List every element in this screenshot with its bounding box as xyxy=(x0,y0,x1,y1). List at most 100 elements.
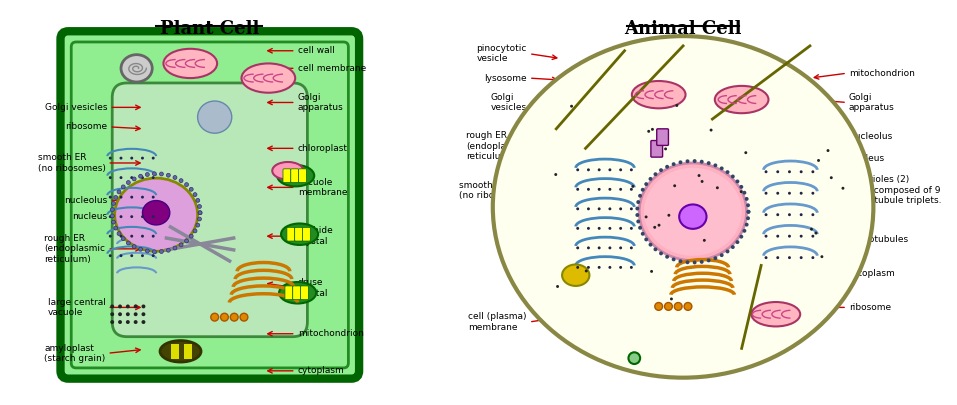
Text: lysosome: lysosome xyxy=(484,74,527,83)
Ellipse shape xyxy=(142,320,145,324)
Ellipse shape xyxy=(632,81,685,108)
FancyBboxPatch shape xyxy=(285,286,293,300)
Ellipse shape xyxy=(576,266,579,269)
Text: cell wall: cell wall xyxy=(298,46,335,55)
Ellipse shape xyxy=(630,266,633,269)
Ellipse shape xyxy=(173,175,177,179)
Ellipse shape xyxy=(776,192,779,195)
Ellipse shape xyxy=(700,160,703,164)
Ellipse shape xyxy=(152,215,155,218)
Ellipse shape xyxy=(179,179,183,183)
Ellipse shape xyxy=(167,248,170,252)
Ellipse shape xyxy=(598,227,601,230)
Text: mitochondrion: mitochondrion xyxy=(849,69,915,78)
Ellipse shape xyxy=(152,172,156,176)
Text: nucleus: nucleus xyxy=(849,153,884,162)
Ellipse shape xyxy=(114,196,118,199)
Ellipse shape xyxy=(800,170,803,173)
Ellipse shape xyxy=(576,188,579,191)
Ellipse shape xyxy=(746,203,750,207)
Text: rough ER
(endoplasmic
reticulum): rough ER (endoplasmic reticulum) xyxy=(466,132,527,161)
Ellipse shape xyxy=(702,239,706,242)
Ellipse shape xyxy=(120,157,122,160)
Ellipse shape xyxy=(112,220,116,224)
Ellipse shape xyxy=(619,246,622,249)
Ellipse shape xyxy=(121,55,152,82)
Ellipse shape xyxy=(587,246,590,249)
Ellipse shape xyxy=(720,253,723,257)
Ellipse shape xyxy=(644,168,742,256)
Text: microtubules: microtubules xyxy=(849,234,908,243)
FancyBboxPatch shape xyxy=(657,129,668,145)
Ellipse shape xyxy=(685,260,689,264)
Text: nucleus: nucleus xyxy=(72,212,107,221)
Ellipse shape xyxy=(110,208,114,211)
Ellipse shape xyxy=(827,149,830,152)
Ellipse shape xyxy=(160,341,201,362)
Text: smooth ER
(no ribosomes): smooth ER (no ribosomes) xyxy=(37,153,105,173)
Text: Animal Cell: Animal Cell xyxy=(624,19,742,38)
Ellipse shape xyxy=(684,303,692,310)
Ellipse shape xyxy=(841,187,844,190)
Ellipse shape xyxy=(152,235,155,238)
Text: cell (plasma)
membrane: cell (plasma) membrane xyxy=(469,312,527,332)
Ellipse shape xyxy=(800,213,803,216)
Ellipse shape xyxy=(110,320,114,324)
Text: ribosome: ribosome xyxy=(849,303,891,312)
Ellipse shape xyxy=(189,234,193,238)
Ellipse shape xyxy=(554,173,557,176)
Ellipse shape xyxy=(272,162,303,179)
FancyBboxPatch shape xyxy=(299,169,306,183)
Ellipse shape xyxy=(644,182,648,186)
Ellipse shape xyxy=(619,168,622,171)
Ellipse shape xyxy=(130,157,133,160)
Ellipse shape xyxy=(109,196,112,198)
Text: Golgi
apparatus: Golgi apparatus xyxy=(849,93,895,112)
Ellipse shape xyxy=(776,170,779,173)
Ellipse shape xyxy=(676,104,679,107)
Ellipse shape xyxy=(635,213,639,217)
Ellipse shape xyxy=(240,313,248,321)
Ellipse shape xyxy=(659,168,663,172)
Ellipse shape xyxy=(745,151,747,154)
Ellipse shape xyxy=(820,255,823,258)
Ellipse shape xyxy=(152,254,155,257)
Ellipse shape xyxy=(736,240,740,244)
FancyBboxPatch shape xyxy=(112,83,307,337)
Ellipse shape xyxy=(152,250,156,254)
Ellipse shape xyxy=(152,176,155,179)
Ellipse shape xyxy=(630,207,633,210)
FancyBboxPatch shape xyxy=(295,227,302,241)
Ellipse shape xyxy=(109,157,112,160)
Ellipse shape xyxy=(638,194,642,198)
Ellipse shape xyxy=(672,258,676,261)
Text: pinocytotic
vesicle: pinocytotic vesicle xyxy=(477,44,527,64)
Ellipse shape xyxy=(134,312,138,316)
Ellipse shape xyxy=(776,213,779,216)
Ellipse shape xyxy=(710,129,713,132)
Ellipse shape xyxy=(632,185,634,188)
Ellipse shape xyxy=(667,214,670,217)
Ellipse shape xyxy=(134,320,138,324)
Ellipse shape xyxy=(788,235,790,238)
Ellipse shape xyxy=(115,178,197,251)
Ellipse shape xyxy=(645,215,648,218)
Ellipse shape xyxy=(132,177,136,181)
Ellipse shape xyxy=(152,157,155,160)
Ellipse shape xyxy=(675,303,682,310)
Ellipse shape xyxy=(706,258,711,262)
Ellipse shape xyxy=(132,245,136,249)
Ellipse shape xyxy=(672,162,676,166)
Ellipse shape xyxy=(713,164,718,167)
Ellipse shape xyxy=(745,197,748,201)
Ellipse shape xyxy=(143,200,169,225)
Ellipse shape xyxy=(731,245,735,249)
Ellipse shape xyxy=(118,305,122,308)
FancyBboxPatch shape xyxy=(651,141,662,157)
Ellipse shape xyxy=(576,207,579,210)
Ellipse shape xyxy=(776,235,779,238)
Ellipse shape xyxy=(120,235,122,238)
Ellipse shape xyxy=(126,181,130,184)
Ellipse shape xyxy=(197,205,201,209)
Ellipse shape xyxy=(685,159,689,163)
